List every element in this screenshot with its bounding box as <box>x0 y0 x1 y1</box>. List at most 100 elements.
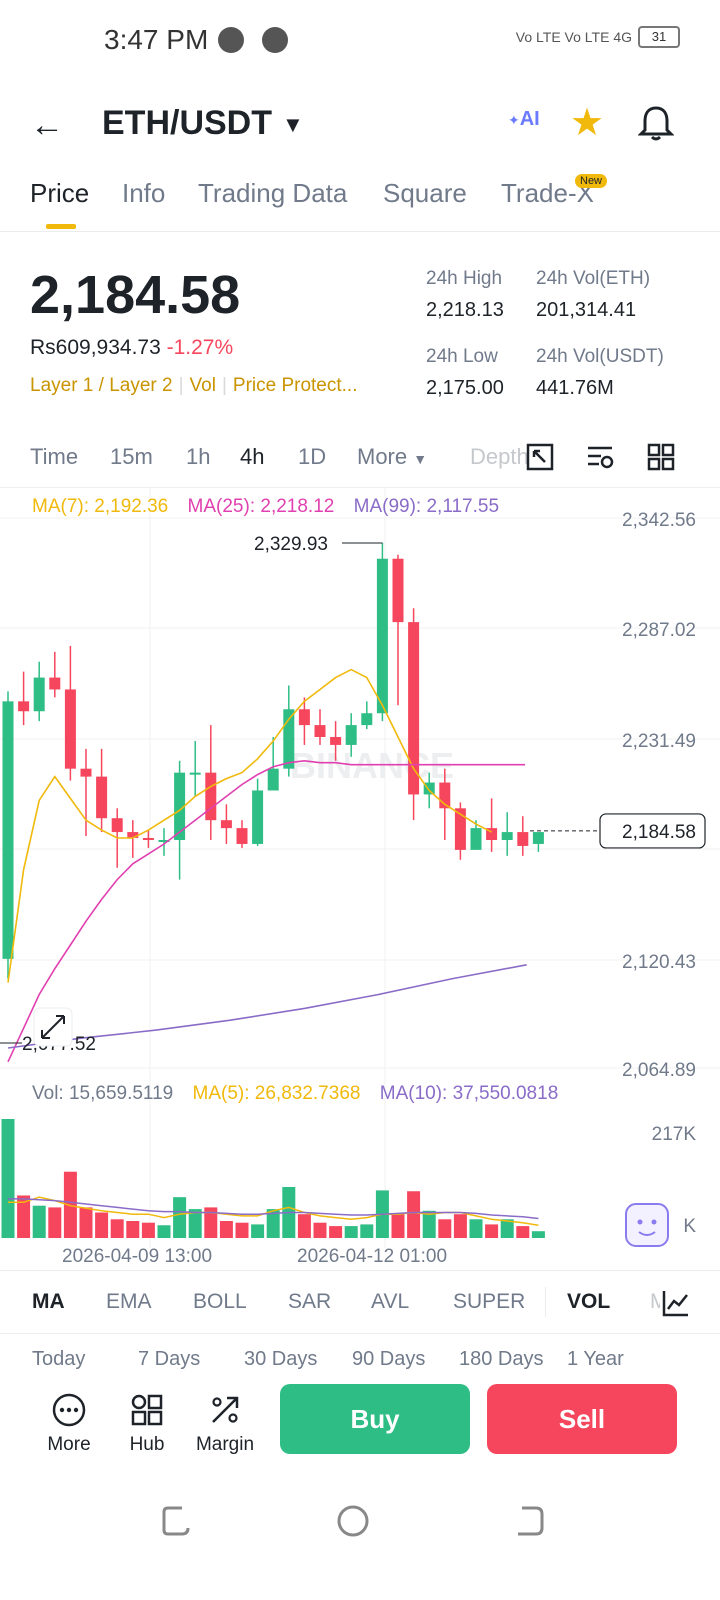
period-1-year[interactable]: 1 Year <box>567 1348 624 1370</box>
indicator-bar: MA EMA BOLL SAR AVL SUPER VOL M <box>0 1270 720 1334</box>
assistant-bot-eye <box>651 1219 657 1225</box>
indicator-super[interactable]: SUPER <box>453 1290 526 1313</box>
candle-body <box>439 782 451 809</box>
candle-body <box>49 677 61 690</box>
indicator-ema[interactable]: EMA <box>106 1290 152 1313</box>
price-change: -1.27% <box>166 336 234 359</box>
vol-usdt-label: 24h Vol(USDT) <box>536 346 664 367</box>
volume-axis-label: 217K <box>652 1124 697 1145</box>
interval-time[interactable]: Time <box>30 444 79 469</box>
candle-body <box>111 818 123 833</box>
candle-body <box>361 713 373 726</box>
interval-more[interactable]: More ▼ <box>357 444 428 469</box>
favorite-star-icon[interactable]: ★ <box>570 102 605 144</box>
candlestick-chart[interactable]: BINANCE2,342.562,287.022,231.492,120.432… <box>0 488 720 1278</box>
more-dots-icon <box>52 1393 86 1427</box>
tag-layer[interactable]: Layer 1 / Layer 2 <box>30 375 173 396</box>
vol-ma10-value: MA(10): 37,550.0818 <box>379 1083 559 1104</box>
grid-layout-icon[interactable] <box>646 442 676 472</box>
candle-body <box>252 790 264 844</box>
fullscreen-chart-icon[interactable] <box>525 442 555 472</box>
y-axis-label: 2,231.49 <box>622 731 696 752</box>
candle-body <box>486 828 498 840</box>
volume-bar <box>219 1221 233 1238</box>
x-axis-label: 2026-04-12 01:00 <box>297 1246 447 1267</box>
volume-bar <box>32 1205 46 1238</box>
more-label: More <box>47 1434 91 1455</box>
indicator-settings-icon[interactable] <box>660 1287 692 1319</box>
battery-icon: 31 <box>638 26 680 48</box>
recent-apps-icon[interactable] <box>160 1504 194 1538</box>
period-30-days[interactable]: 30 Days <box>244 1348 318 1370</box>
period-90-days[interactable]: 90 Days <box>352 1348 426 1370</box>
candle-body <box>283 709 295 769</box>
y-axis-label: 2,342.56 <box>622 510 696 531</box>
bell-icon[interactable] <box>638 104 674 142</box>
volume-bar <box>17 1195 31 1238</box>
tab-square[interactable]: Square <box>383 178 467 208</box>
interval-depth[interactable]: Depth <box>470 444 529 469</box>
tag-vol[interactable]: Vol <box>189 375 216 396</box>
period-today[interactable]: Today <box>32 1348 86 1370</box>
assistant-bot-icon <box>625 1203 669 1247</box>
buy-button[interactable]: Buy <box>280 1384 470 1454</box>
candle-body <box>330 736 342 745</box>
indicator-ma[interactable]: MA <box>32 1290 65 1313</box>
interval-1h[interactable]: 1h <box>186 444 211 469</box>
candle-body <box>532 832 544 844</box>
ma7-value: MA(7): 2,192.36 <box>32 496 169 517</box>
sell-button[interactable]: Sell <box>487 1384 677 1454</box>
candle-body <box>470 828 482 850</box>
ai-label: AI <box>519 108 540 130</box>
chart-settings-icon[interactable] <box>585 442 615 472</box>
volume-axis-unit: K <box>683 1216 696 1237</box>
interval-1d[interactable]: 1D <box>298 444 327 469</box>
period-180-days[interactable]: 180 Days <box>459 1348 544 1370</box>
candle-body <box>314 725 326 737</box>
ma99-line <box>7 964 527 1049</box>
period-7-days[interactable]: 7 Days <box>138 1348 201 1370</box>
high-annotation: 2,329.93 <box>254 534 328 555</box>
volume-bar <box>360 1224 374 1238</box>
volume-bar <box>485 1224 499 1238</box>
back-nav-icon[interactable] <box>512 1504 546 1538</box>
telegram-icon <box>218 27 244 53</box>
indicator-vol[interactable]: VOL <box>567 1290 611 1313</box>
indicator-sar[interactable]: SAR <box>288 1290 332 1313</box>
candle-body <box>376 558 388 714</box>
candle-body <box>80 768 92 777</box>
candle-body <box>158 839 170 842</box>
ai-sparkle-icon[interactable]: ✦AI <box>508 108 540 130</box>
indicator-avl[interactable]: AVL <box>371 1290 410 1313</box>
tab-trading-data[interactable]: Trading Data <box>198 178 348 208</box>
expand-icon <box>41 1015 65 1039</box>
chart-area[interactable]: BINANCE 2,342.56 2,287.02 2,231.49 2,120.43 2… <box>0 487 720 1277</box>
interval-15m[interactable]: 15m <box>110 444 153 469</box>
margin-button[interactable]: Margin <box>190 1392 260 1456</box>
volume-legend: Vol: 15,659.5119 MA(5): 26,832.7368 MA(1… <box>32 1083 558 1105</box>
volume-bar <box>500 1219 514 1238</box>
volume-bar <box>266 1209 280 1238</box>
volume-bar <box>344 1226 358 1238</box>
assistant-bot-eye <box>637 1219 643 1225</box>
home-icon[interactable] <box>336 1504 370 1538</box>
candle-body <box>142 838 154 841</box>
pair-title[interactable]: ETH/USDT <box>102 104 272 142</box>
volume-bar <box>313 1222 327 1238</box>
margin-icon <box>212 1396 239 1423</box>
tab-price[interactable]: Price <box>30 178 90 208</box>
vol-ma5-value: MA(5): 26,832.7368 <box>192 1083 361 1104</box>
indicator-boll[interactable]: BOLL <box>193 1290 247 1313</box>
x-axis-label: 2026-04-09 13:00 <box>62 1246 212 1267</box>
interval-4h[interactable]: 4h <box>240 444 265 469</box>
volume-bar <box>126 1221 140 1238</box>
tab-info[interactable]: Info <box>122 178 166 208</box>
volume-bar <box>251 1224 265 1238</box>
caret-down-icon[interactable]: ▼ <box>282 112 304 137</box>
back-arrow-icon[interactable]: ← <box>30 106 64 144</box>
telegram-icon <box>262 27 288 53</box>
hub-button[interactable]: Hub <box>112 1392 182 1456</box>
candle-body <box>96 776 108 819</box>
tag-price-protect[interactable]: Price Protect... <box>232 375 358 396</box>
more-button[interactable]: More <box>34 1392 104 1456</box>
